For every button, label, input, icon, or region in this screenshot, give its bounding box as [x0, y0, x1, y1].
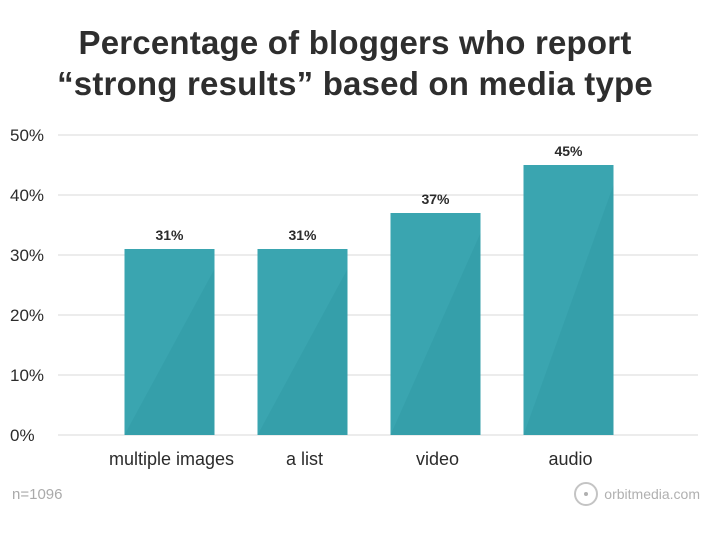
y-tick-label: 10%: [10, 366, 44, 385]
category-label: multiple images: [109, 449, 234, 469]
sample-size-note: n=1096: [12, 486, 63, 503]
y-tick-label: 30%: [10, 246, 44, 265]
chart-title-line-1: Percentage of bloggers who report: [78, 24, 632, 61]
y-tick-label: 0%: [10, 426, 35, 445]
bar-shading: [390, 233, 481, 435]
brand-text: orbitmedia.com: [604, 486, 700, 502]
brand-watermark: orbitmedia.com: [574, 482, 700, 506]
chart-title: Percentage of bloggers who report “stron…: [0, 22, 710, 104]
orbit-logo-icon: [574, 482, 599, 506]
bar-shading: [523, 185, 614, 435]
y-tick-label: 40%: [10, 186, 44, 205]
category-label: audio: [548, 449, 592, 469]
data-label: 45%: [554, 143, 583, 159]
bar-shading: [257, 269, 348, 435]
chart-title-line-2: “strong results” based on media type: [57, 65, 653, 102]
bar-shading: [124, 269, 215, 435]
y-tick-label: 20%: [10, 306, 44, 325]
category-label: video: [416, 449, 459, 469]
category-label: a list: [286, 449, 323, 469]
data-label: 31%: [288, 227, 317, 243]
data-label: 37%: [421, 191, 450, 207]
data-label: 31%: [155, 227, 184, 243]
y-tick-label: 50%: [10, 126, 44, 145]
